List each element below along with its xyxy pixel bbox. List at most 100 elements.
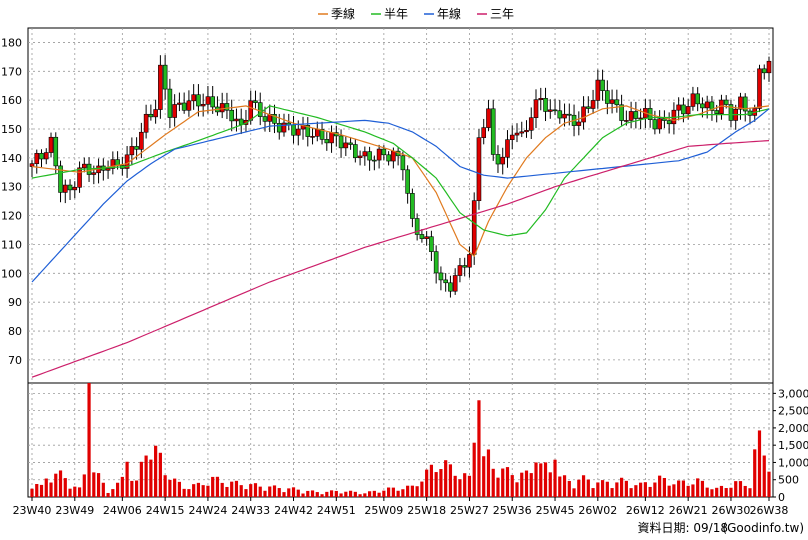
x-tick-label: 23W40 [13,504,52,517]
candle-body [695,93,700,105]
candle-body [338,135,344,149]
candle-body [77,167,82,188]
candle-body [657,118,662,130]
candle [82,157,87,173]
volume-bar [710,489,714,497]
volume-bar [282,492,286,497]
candle-body [43,152,49,160]
volume-bar [562,475,567,497]
candle-body [91,172,97,175]
candle-body [153,109,158,118]
volume-bar [486,449,491,497]
candle-body [139,131,144,150]
volume-bar [192,484,196,497]
data-date-label: 資料日期: 09/18 [638,521,728,535]
candle-body [662,118,667,121]
volume-bar [743,485,747,497]
candle-body [134,146,139,150]
candle [476,129,482,210]
volume-bar [353,491,357,497]
volume-tick-label: 500 [778,474,799,487]
volume-bar [277,488,281,497]
candle [62,179,68,204]
price-tick-label: 110 [1,238,22,251]
volume-bar [648,486,652,497]
candle-body [219,103,225,113]
volume-bar [453,475,457,497]
volume-bar [120,476,124,497]
candle-body [533,99,539,118]
candle [305,117,311,147]
candle-body [452,275,458,292]
candle-body [419,234,425,239]
volume-bar [225,486,229,497]
volume-bar [658,475,662,497]
volume-bar [472,442,476,497]
legend-label: 季線 [331,6,355,21]
candle-body [552,109,558,112]
candle-body [414,218,420,235]
volume-bar [234,480,239,497]
candle [528,107,534,140]
candle [229,99,235,132]
volume-axis: 0 500 1,000 1,500 2,000 2,500 3,000 [773,387,808,504]
volume-bar [591,488,595,497]
candle [348,136,353,150]
candle [372,155,377,171]
volume-bar [249,484,253,497]
volume-bar [501,468,505,497]
candle [709,96,715,121]
volume-bar [748,488,752,497]
candle-body [248,100,254,121]
volume-bar [39,484,44,497]
candle-body [105,168,111,171]
candle-body [372,159,377,162]
candle-body [310,136,315,138]
candle [433,245,439,284]
volume-bars [30,383,771,497]
volume-bar [415,486,419,497]
x-tick-label: 24W51 [317,504,356,517]
volume-bar [363,493,367,497]
volume-bar [158,452,162,497]
candle [662,110,667,129]
candle-body [291,124,296,136]
candlesticks [29,55,772,298]
volume-bar [201,485,205,497]
candle [652,110,658,135]
candle [414,213,420,241]
candle-body [490,108,496,155]
volume-bar [515,482,519,497]
candle [490,99,496,161]
volume-bar [615,482,619,497]
candle-body [666,120,672,125]
candle [357,150,363,166]
volume-bar [334,490,338,497]
candle-body [448,282,453,292]
candle-body [257,102,263,117]
candle [757,64,762,113]
legend-label: 年線 [437,6,461,21]
candle [162,55,168,100]
candle [728,99,734,128]
candle-body [167,88,173,118]
volume-bar [367,491,372,497]
volume-bar [344,491,348,497]
volume-bar [220,482,224,497]
legend-label: 半年 [384,7,408,21]
volume-bar [168,479,172,497]
candle [505,130,510,168]
candle [219,92,225,119]
candle [148,104,154,121]
candle-body [305,125,311,137]
candle [105,160,111,179]
volume-bar [420,481,424,497]
candle [310,128,315,145]
x-tick-label: 24W06 [103,504,142,517]
volume-bar [610,488,614,497]
candle [543,87,548,122]
x-tick-label: 26W38 [750,504,789,517]
volume-bar [187,489,191,497]
price-tick-label: 120 [1,210,22,223]
volume-bar [163,475,167,497]
